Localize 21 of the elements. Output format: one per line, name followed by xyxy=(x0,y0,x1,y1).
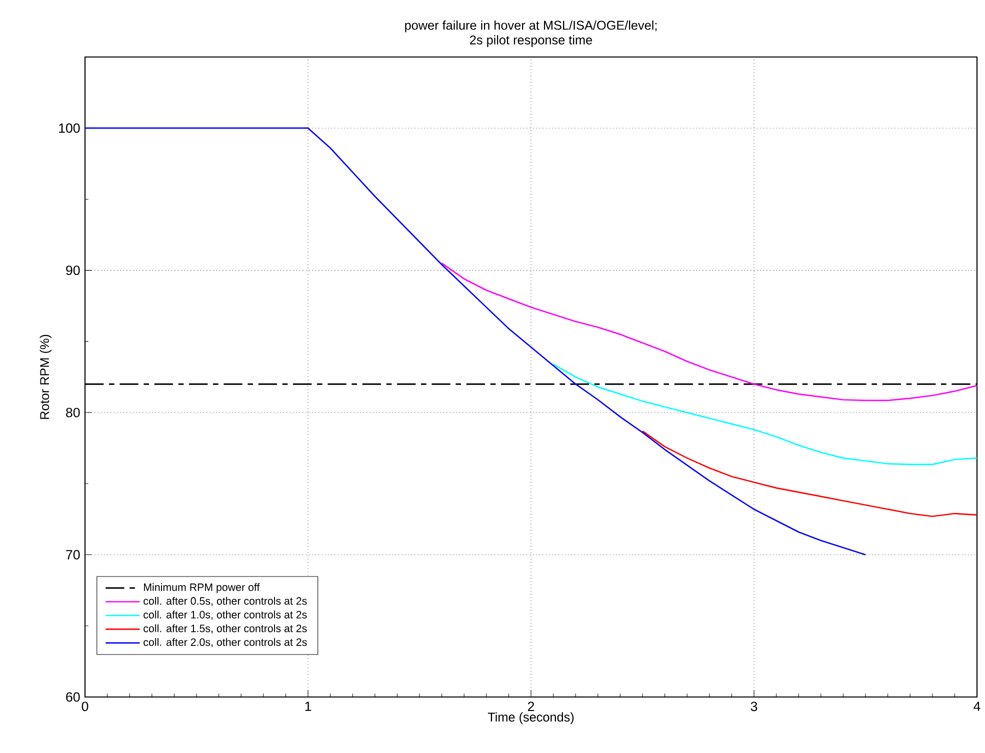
x-axis-title: Time (seconds) xyxy=(488,712,574,724)
y-tick-label: 60 xyxy=(66,692,80,702)
x-tick-label: 3 xyxy=(750,702,758,712)
legend-label: coll. after 1.0s, other controls at 2s xyxy=(144,610,307,620)
legend-label: coll. after 0.5s, other controls at 2s xyxy=(144,596,307,606)
chart-title: power failure in hover at MSL/ISA/OGE/level; xyxy=(405,20,657,32)
chart-subtitle: 2s pilot response time xyxy=(470,35,592,47)
y-tick-label: 100 xyxy=(59,123,80,133)
x-tick-label: 4 xyxy=(974,702,980,711)
x-tick-label: 1 xyxy=(305,702,312,711)
y-axis-title: Rotor RPM (%) xyxy=(40,334,52,419)
line-series xyxy=(552,364,977,466)
y-tick-label: 90 xyxy=(66,266,80,276)
legend-label: coll. after 1.5s, other controls at 2s xyxy=(144,624,307,634)
line-series xyxy=(85,127,866,556)
x-tick-label: 2 xyxy=(528,702,534,712)
x-tick-label: 0 xyxy=(82,702,88,712)
y-tick-label: 70 xyxy=(66,550,80,560)
legend-label: Minimum RPM power off xyxy=(144,583,260,594)
y-tick-label: 80 xyxy=(66,408,80,418)
legend-label: coll. after 2.0s, other controls at 2s xyxy=(144,638,307,648)
